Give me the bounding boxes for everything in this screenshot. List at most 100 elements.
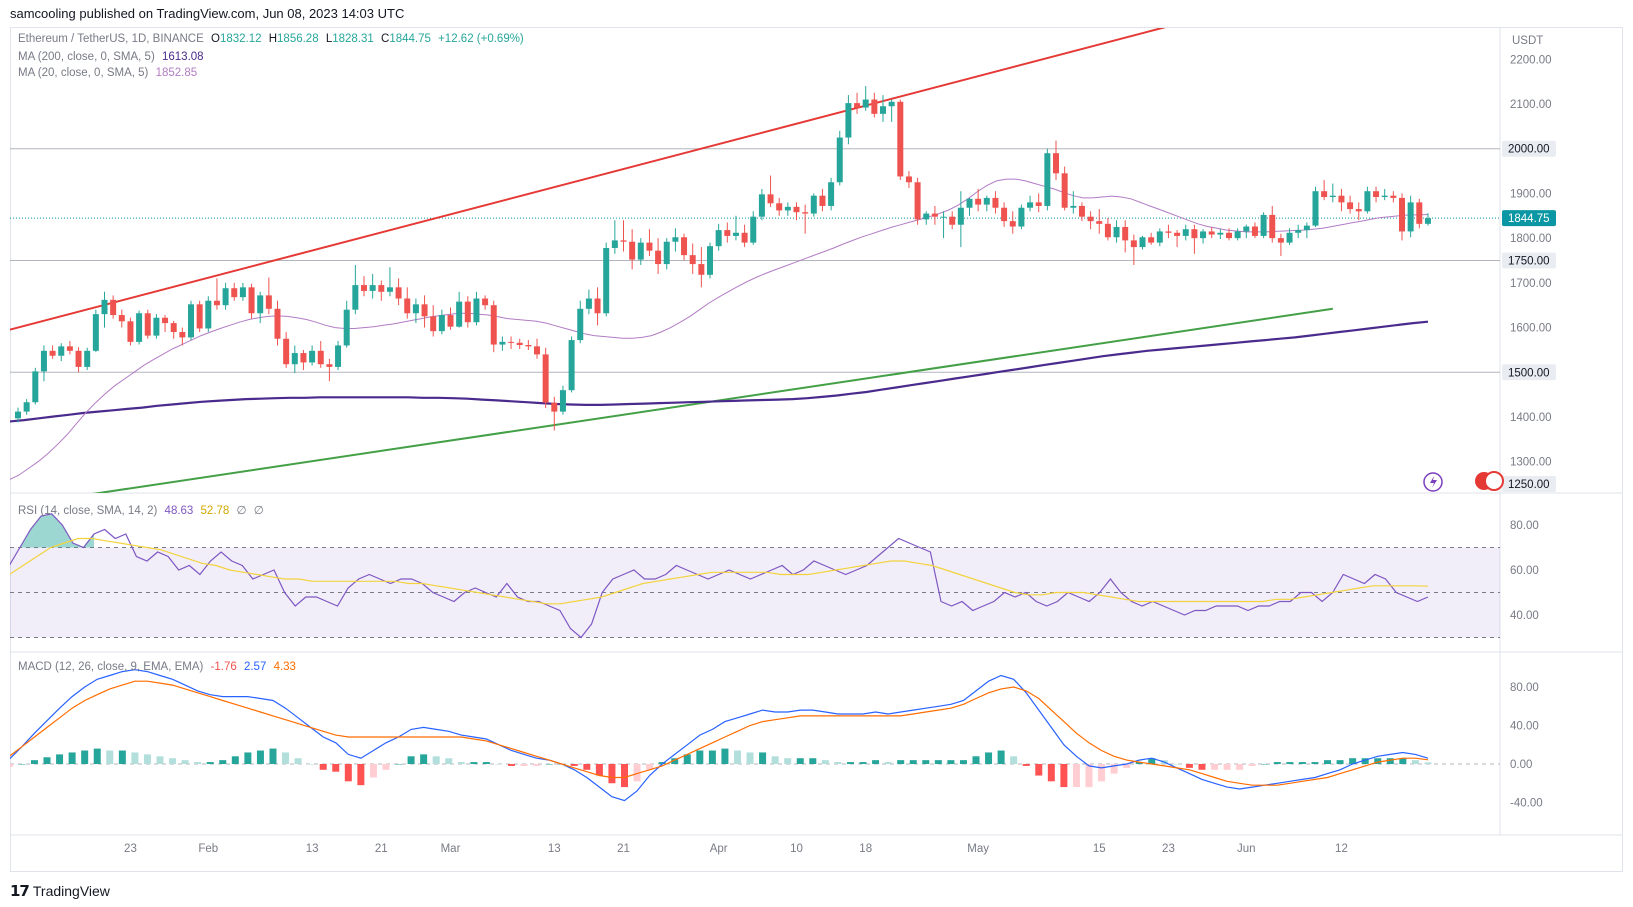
candle-body: [559, 390, 566, 412]
macd-histogram-bar: [18, 764, 26, 765]
macd-histogram-bar: [1211, 764, 1219, 770]
macd-histogram-bar: [508, 764, 516, 766]
macd-histogram-bar: [10, 764, 13, 767]
lightning-bolt-icon: [1430, 476, 1437, 488]
ma200-legend[interactable]: MA (200, close, 0, SMA, 5) 1613.08: [18, 51, 208, 63]
ma20-label: MA (20, close, 0, SMA, 5): [18, 67, 149, 79]
candle-body: [1217, 232, 1224, 235]
macd-histogram-bar: [683, 754, 691, 764]
macd-histogram-bar: [633, 764, 641, 782]
candle-body: [732, 232, 739, 236]
tradingview-brand: TradingView: [32, 883, 110, 899]
close-label: C: [381, 33, 390, 45]
candle-body: [412, 304, 419, 314]
tradingview-logo-icon: 𝟭𝟳: [10, 883, 30, 900]
candle-body: [1009, 221, 1016, 227]
price-tick-label: 1700.00: [1510, 278, 1552, 290]
macd-histogram-bar: [884, 762, 892, 764]
candle-body: [862, 99, 869, 108]
macd-histogram-bar: [307, 764, 315, 765]
candle-body: [274, 308, 281, 339]
candle-body: [196, 304, 203, 329]
ma20-legend[interactable]: MA (20, close, 0, SMA, 5) 1852.85: [18, 67, 201, 79]
candle-body: [949, 216, 956, 225]
support-trendline: [92, 307, 1333, 493]
tradingview-footer[interactable]: 𝟭𝟳 TradingView: [10, 882, 110, 900]
candle-body: [84, 350, 91, 367]
candle-body: [283, 338, 290, 365]
time-tick-label: 13: [548, 843, 561, 855]
candle-body: [1416, 202, 1423, 224]
macd-histogram-bar: [1386, 758, 1394, 764]
candle-body: [421, 304, 428, 317]
rsi-legend[interactable]: RSI (14, close, SMA, 14, 2) 48.63 52.78 …: [18, 503, 268, 517]
candle-body: [629, 241, 636, 260]
lightning-icon: [1423, 472, 1443, 492]
level-price-label: 1250.00: [1508, 479, 1550, 491]
macd-histogram-bar: [30, 760, 38, 764]
macd-histogram-bar: [746, 752, 754, 764]
candle-body: [914, 182, 921, 220]
published-caption: samcooling published on TradingView.com,…: [10, 6, 405, 21]
candle-body: [1208, 231, 1215, 235]
macd-signal-value: 4.33: [273, 661, 296, 673]
candle-body: [1200, 231, 1207, 239]
candle-body: [966, 198, 973, 208]
candle-body: [1321, 191, 1328, 198]
macd-histogram-bar: [395, 764, 403, 765]
macd-histogram-bar: [1324, 760, 1332, 764]
candle-body: [1269, 214, 1276, 239]
macd-histogram-bar: [495, 764, 503, 765]
macd-histogram-bar: [909, 760, 917, 764]
macd-histogram-bar: [671, 758, 679, 764]
macd-legend[interactable]: MACD (12, 26, close, 9, EMA, EMA) -1.76 …: [18, 661, 300, 673]
candle-body: [758, 194, 765, 217]
main-series-legend[interactable]: Ethereum / TetherUS, 1D, BINANCE O1832.1…: [18, 33, 528, 45]
macd-histogram-bar: [947, 760, 955, 764]
macd-histogram-bar: [834, 762, 842, 764]
macd-histogram-bar: [821, 760, 829, 764]
candle-body: [1243, 226, 1250, 232]
candle-body: [1390, 195, 1397, 198]
candle-body: [499, 341, 506, 345]
level-price-tag: [1502, 140, 1556, 157]
candle-body: [101, 299, 108, 315]
macd-histogram-bar: [520, 764, 528, 766]
candle-body: [378, 285, 385, 292]
macd-histogram-bar: [1311, 762, 1319, 764]
candle-body: [897, 101, 904, 177]
macd-histogram-bar: [1047, 764, 1055, 782]
candle-body: [1165, 231, 1172, 233]
candle-body: [75, 350, 82, 367]
symbol-title[interactable]: Ethereum / TetherUS, 1D, BINANCE: [18, 33, 204, 45]
candle-body: [369, 285, 376, 291]
candle-body: [49, 350, 56, 356]
price-tick-label: 2200.00: [1510, 54, 1552, 66]
candle-body: [888, 101, 895, 107]
candle-body: [1035, 202, 1042, 206]
candle-body: [170, 323, 177, 333]
candle-body: [1226, 232, 1232, 239]
macd-histogram-bar: [759, 752, 767, 764]
candle-body: [23, 402, 30, 412]
level-price-tag: [1502, 476, 1556, 493]
candle-body: [923, 213, 930, 220]
candle-body: [585, 298, 592, 309]
rsi-ma-value: 52.78: [200, 505, 230, 517]
time-tick-label: 23: [1162, 843, 1175, 855]
ma20-value: 1852.85: [155, 67, 198, 79]
candle-body: [784, 206, 791, 211]
macd-histogram-bar: [1361, 758, 1369, 764]
candle-body: [1381, 195, 1388, 198]
candle-body: [1234, 231, 1241, 239]
macd-histogram-bar: [985, 752, 993, 764]
candle-body: [1355, 209, 1362, 212]
candle-body: [257, 295, 264, 314]
price-tick-label: 1900.00: [1510, 188, 1552, 200]
macd-histogram-bar: [897, 760, 905, 764]
macd-histogram-bar: [143, 754, 151, 764]
macd-histogram-bar: [1135, 762, 1143, 764]
candle-body: [326, 364, 333, 367]
macd-histogram-bar: [1035, 764, 1043, 776]
